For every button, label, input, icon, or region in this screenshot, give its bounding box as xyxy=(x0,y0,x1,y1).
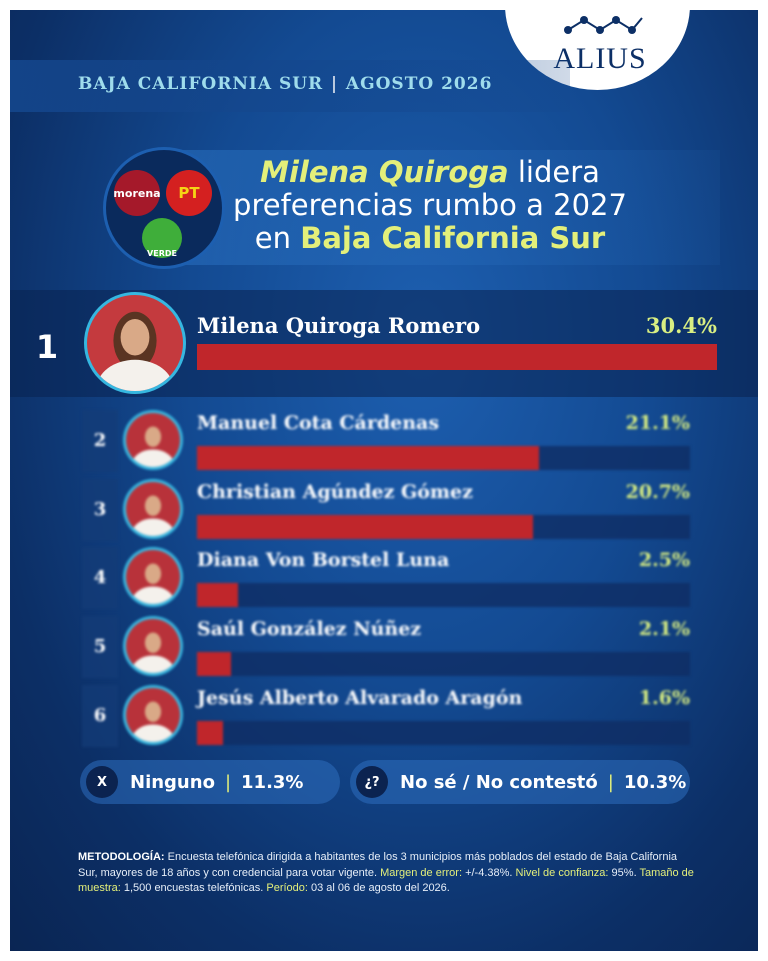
title-text: en xyxy=(254,221,292,255)
title-band xyxy=(160,150,720,265)
bar xyxy=(197,583,238,608)
bar xyxy=(197,652,232,677)
bar-track xyxy=(197,652,690,677)
category-label: Diana Von Borstel Luna xyxy=(197,549,450,572)
rank-box xyxy=(82,410,118,472)
value-label: 20.7% xyxy=(625,480,690,503)
logo-icon xyxy=(564,16,643,34)
icon: X xyxy=(86,766,118,798)
rank: 4 xyxy=(93,567,107,589)
header: BAJA CALIFORNIA SUR | AGOSTO 2026 xyxy=(78,74,493,94)
other-answer: X Ninguno | 11.3% xyxy=(80,760,340,804)
value-label: 1.6% xyxy=(638,686,690,709)
ranking-row: 2 Manuel Cota Cárdenas 21.1% xyxy=(10,10,758,951)
rank-box xyxy=(82,478,118,541)
rank-box xyxy=(82,684,118,747)
category-label: Jesús Alberto Alvarado Aragón xyxy=(197,686,523,709)
bar-track xyxy=(197,720,690,745)
title-highlight: Baja California Sur xyxy=(300,221,606,255)
candidate-photo xyxy=(123,410,183,470)
ranking-row: 6 Jesús Alberto Alvarado Aragón 1.6% xyxy=(10,10,758,951)
region: BAJA CALIFORNIA SUR xyxy=(78,74,324,94)
bar xyxy=(197,446,540,470)
meth-label: METODOLOGÍA: xyxy=(78,851,165,863)
meth-text: 1,500 encuestas telefónicas. xyxy=(123,882,264,894)
ranking-row: 3 Christian Agúndez Gómez 20.7% xyxy=(10,10,758,951)
answer-value: 10.3% xyxy=(623,771,687,793)
title-highlight: Milena Quiroga xyxy=(260,155,509,189)
meth-text: 03 al 06 de agosto del 2026. xyxy=(311,882,450,894)
bar xyxy=(197,344,717,370)
rank-box xyxy=(82,547,118,610)
party-morena: morena xyxy=(113,170,161,216)
meth-text: 95%. xyxy=(611,866,637,879)
rank: 6 xyxy=(93,704,107,726)
date: AGOSTO 2026 xyxy=(345,74,493,94)
candidate-photo xyxy=(123,616,183,677)
title-text: preferencias rumbo a 2027 xyxy=(233,188,627,222)
candidate-photo xyxy=(123,684,183,745)
meth-label: Margen de error: xyxy=(380,866,463,879)
rank: 1 xyxy=(35,328,59,366)
title-text: lidera xyxy=(517,155,600,189)
rank: 5 xyxy=(93,636,107,658)
value-label: 2.5% xyxy=(638,549,690,572)
bar xyxy=(197,720,223,745)
ranking-row: 5 Saúl González Núñez 2.1% xyxy=(10,10,758,951)
candidate-photo xyxy=(123,478,183,539)
meth-text: Encuesta telefónica dirigida a habitante… xyxy=(78,851,678,879)
methodology: METODOLOGÍA: Encuesta telefónica dirigid… xyxy=(78,850,698,897)
meth-text: +/-4.38%. xyxy=(465,866,513,879)
icon: ¿? xyxy=(356,766,388,798)
infographic: ALIUS BAJA CALIFORNIA SUR | AGOSTO 2026 mo… xyxy=(10,10,758,951)
party-verde: VERDE xyxy=(142,218,182,258)
party-logos: morena PT VERDE xyxy=(103,147,225,269)
answer-name: Ninguno xyxy=(130,771,215,793)
value-label: 30.4% xyxy=(645,313,717,338)
candidate-photo xyxy=(123,547,183,608)
party-pt: PT xyxy=(166,170,212,216)
meth-label: Nivel de confianza: xyxy=(515,866,609,879)
meth-label: Período: xyxy=(266,882,308,894)
ranking-row: 4 Diana Von Borstel Luna 2.5% xyxy=(10,10,758,951)
bar xyxy=(197,514,533,539)
category-label: Milena Quiroga Romero xyxy=(197,313,481,338)
meth-label: Tamaño de muestra: xyxy=(78,866,694,895)
rank-box xyxy=(82,616,118,679)
chart-title: Milena Quiroga lidera preferencias rumbo… xyxy=(220,156,640,255)
answer-value: 11.3% xyxy=(241,771,304,793)
category-label: Manuel Cota Cárdenas xyxy=(197,412,440,434)
other-answer: ¿? No sé / No contestó | 10.3% xyxy=(350,760,690,804)
value-label: 2.1% xyxy=(638,618,690,641)
category-label: Christian Agúndez Gómez xyxy=(197,480,473,503)
category-label: Saúl González Núñez xyxy=(197,618,422,641)
rank: 2 xyxy=(93,430,107,451)
header-band xyxy=(10,60,570,112)
bar-track xyxy=(197,583,690,608)
answer-name: No sé / No contestó xyxy=(400,771,598,793)
candidate-photo xyxy=(84,292,186,394)
rank: 3 xyxy=(93,498,107,520)
value-label: 21.1% xyxy=(625,412,690,434)
